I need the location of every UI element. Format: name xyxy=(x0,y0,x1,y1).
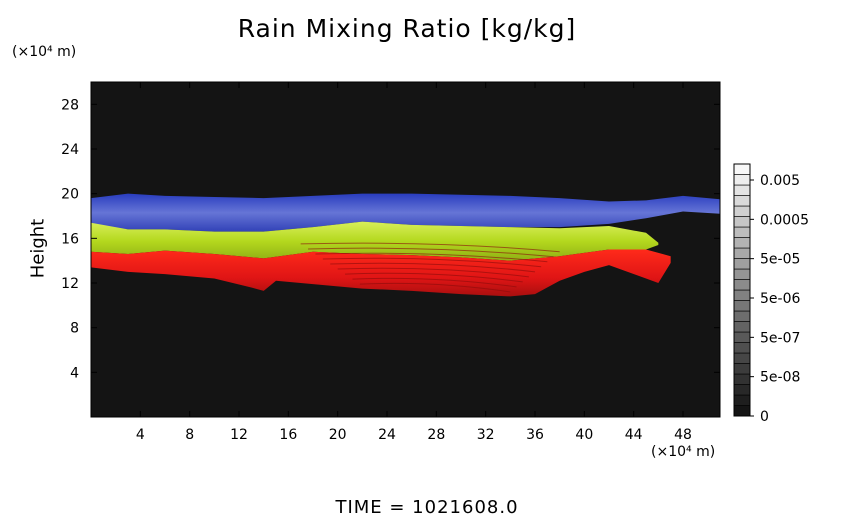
colorbar-label: 5e-07 xyxy=(760,330,800,346)
streak-line xyxy=(337,267,529,278)
streak-line xyxy=(352,277,517,288)
colorbar-swatch xyxy=(733,300,751,312)
x-tick-label: 28 xyxy=(427,427,445,443)
colorbar-swatch xyxy=(733,163,751,175)
colorbar-swatch xyxy=(733,394,751,406)
x-tick-label: 20 xyxy=(329,427,347,443)
colorbar-swatch xyxy=(733,363,751,375)
time-label: TIME = 1021608.0 xyxy=(335,497,519,518)
streak-line xyxy=(359,282,511,293)
colorbar-label: 5e-06 xyxy=(760,291,800,307)
streak-line xyxy=(308,247,554,258)
streak-line xyxy=(315,252,548,263)
colorbar-frame xyxy=(733,163,751,417)
x-tick-label: 36 xyxy=(526,427,544,443)
x-tick-label: 8 xyxy=(185,427,194,443)
y-tick-label: 12 xyxy=(61,276,79,292)
colorbar-swatch xyxy=(733,289,751,301)
x-tick-label: 48 xyxy=(674,427,692,443)
colorbar-swatch xyxy=(733,174,751,186)
y-tick-label: 4 xyxy=(70,365,79,381)
colorbar-swatch xyxy=(733,405,751,417)
x-tick-label: 12 xyxy=(230,427,248,443)
streak-lines xyxy=(300,242,560,293)
x-tick-label: 16 xyxy=(279,427,297,443)
colorbar-swatch xyxy=(733,184,751,196)
colorbar: 0.005 0.0005 5e-05 5e-06 5e-07 5e-08 0 xyxy=(733,163,809,425)
x-tick-label: 24 xyxy=(378,427,396,443)
colorbar-swatch xyxy=(733,342,751,354)
colorbar-swatch xyxy=(733,237,751,249)
y-tick-label: 20 xyxy=(61,187,79,203)
x-tick-label: 40 xyxy=(575,427,593,443)
colorbar-label: 0.005 xyxy=(760,173,800,189)
colorbar-swatch xyxy=(733,373,751,385)
layer-blue xyxy=(91,193,720,232)
colorbar-label: 5e-08 xyxy=(760,370,800,386)
x-tick-label: 4 xyxy=(136,427,145,443)
x-axis-unit: (×10⁴ m) xyxy=(651,444,716,460)
colorbar-label: 5e-05 xyxy=(760,252,800,268)
x-tick-label: 32 xyxy=(477,427,495,443)
colorbar-swatch xyxy=(733,247,751,259)
y-tick-label: 24 xyxy=(61,142,79,158)
streak-line xyxy=(300,242,560,253)
y-axis-unit: (×10⁴ m) xyxy=(12,44,77,60)
colorbar-swatch xyxy=(733,258,751,270)
y-tick-label: 28 xyxy=(61,97,79,113)
colorbar-swatch xyxy=(733,226,751,238)
x-tick-label: 44 xyxy=(625,427,643,443)
colorbar-swatch xyxy=(733,384,751,396)
colorbar-swatch xyxy=(733,310,751,322)
y-tick-label: 8 xyxy=(70,321,79,337)
colorbar-swatch xyxy=(733,279,751,291)
colorbar-swatch xyxy=(733,195,751,207)
colorbar-swatch xyxy=(733,205,751,217)
chart-title: Rain Mixing Ratio [kg/kg] xyxy=(237,14,577,43)
colorbar-swatch xyxy=(733,268,751,280)
streak-line xyxy=(345,272,523,283)
colorbar-swatch xyxy=(733,216,751,228)
colorbar-swatch xyxy=(733,331,751,343)
colorbar-swatch xyxy=(733,352,751,364)
streak-line xyxy=(330,262,536,273)
colorbar-swatch xyxy=(733,321,751,333)
colorbar-label: 0 xyxy=(760,409,769,425)
layer-green xyxy=(91,221,659,261)
plot-frame xyxy=(90,81,721,418)
colorbar-label: 0.0005 xyxy=(760,212,809,228)
streak-line xyxy=(322,257,542,268)
y-tick-label: 16 xyxy=(61,231,79,247)
